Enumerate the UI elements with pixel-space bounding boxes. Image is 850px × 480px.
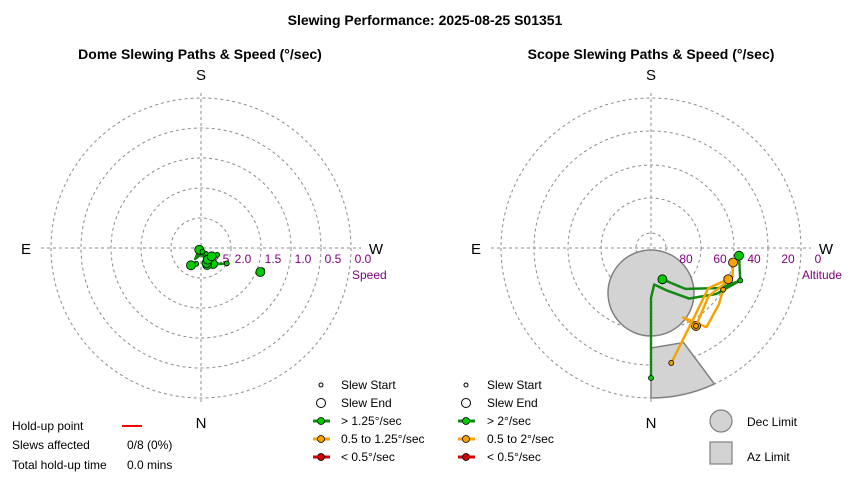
dec-limit-legend-label: Dec Limit (747, 415, 798, 429)
holdup-time-value: 0.0 mins (127, 458, 172, 472)
dome-slew-5-end-point (206, 251, 217, 262)
dome-chart-title: Dome Slewing Paths & Speed (°/sec) (78, 46, 322, 62)
dome-radial-ticks: 2.5 2.0 1.5 1.0 0.5 0.0 (213, 252, 372, 266)
dome-grid-ring (140, 187, 262, 309)
legend-fast-dot (317, 417, 325, 425)
scope-slew-paths (648, 250, 744, 381)
dome-compass-right: W (369, 241, 384, 258)
scope-slew-4-start-point (668, 359, 675, 366)
scope-slew-1-line (661, 278, 742, 291)
dome-legend-fast: > 1.25°/sec (341, 414, 402, 428)
dome-compass-left: E (21, 241, 31, 258)
dome-tick-label: 1.0 (295, 252, 312, 266)
legend-medium-dot (462, 435, 470, 443)
dome-compass-top: S (196, 67, 206, 84)
dome-tick-label: 2.0 (235, 252, 252, 266)
scope-slew-4-end-point (723, 274, 734, 285)
dome-slew-paths (186, 244, 266, 277)
scope-slew-4-line (670, 277, 730, 365)
page-title: Slewing Performance: 2025-08-25 S01351 (288, 12, 563, 28)
dome-radial-axis-label: Speed (352, 268, 387, 282)
dome-legend-medium: 0.5 to 1.25°/sec (341, 432, 425, 446)
scope-tick-label: 0 (815, 252, 822, 266)
dome-grid-ring (170, 217, 232, 279)
az-limit-region (650, 341, 716, 399)
holdup-label: Hold-up point (12, 419, 84, 433)
scope-legend-start: Slew Start (487, 378, 542, 392)
dome-legend: Slew Start Slew End > 1.25°/sec 0.5 to 1… (313, 378, 425, 464)
dome-grid-ring (80, 127, 322, 369)
dome-legend-slow: < 0.5°/sec (341, 450, 395, 464)
dome-legend-start: Slew Start (341, 378, 396, 392)
scope-radial-axis-label: Altitude (802, 268, 842, 282)
dome-legend-end: Slew End (341, 396, 392, 410)
dome-slew-6-end-point (255, 267, 266, 277)
scope-compass-left: E (471, 241, 481, 258)
scope-compass-top: S (646, 67, 656, 84)
scope-legend-slow: < 0.5°/sec (487, 450, 541, 464)
scope-legend: Slew Start Slew End > 2°/sec 0.5 to 2°/s… (458, 378, 798, 465)
scope-radial-ticks: 80 60 40 20 0 (679, 252, 821, 266)
scope-compass-bottom: N (646, 415, 657, 432)
scope-slew-1-start-point (737, 277, 744, 284)
scope-tick-label: 40 (747, 252, 761, 266)
dome-slew-7-end-point (186, 260, 196, 271)
scope-tick-label: 60 (713, 252, 727, 266)
scope-chart-title: Scope Slewing Paths & Speed (°/sec) (528, 46, 775, 62)
dome-slew-0-start-point (223, 260, 230, 267)
az-limit-legend-label: Az Limit (747, 450, 790, 464)
dome-tick-label: 0.5 (325, 252, 342, 266)
scope-panel: Scope Slewing Paths & Speed (°/sec) S N … (471, 46, 842, 432)
slews-affected-value: 0/8 (0%) (127, 438, 172, 452)
scope-legend-fast: > 2°/sec (487, 414, 531, 428)
dome-grid-ring (50, 97, 352, 399)
scope-tick-label: 20 (781, 252, 795, 266)
legend-start-symbol (463, 382, 469, 388)
scope-slew-1-end-point (657, 274, 668, 285)
dome-panel: Dome Slewing Paths & Speed (°/sec) S N E… (21, 46, 387, 432)
scope-legend-medium: 0.5 to 2°/sec (487, 432, 554, 446)
scope-slew-0-start-point (648, 375, 654, 381)
dome-tick-label: 1.5 (265, 252, 282, 266)
legend-slow-dot (317, 453, 325, 461)
scope-compass-right: W (819, 241, 834, 258)
scope-slew-3-start-point (693, 323, 699, 329)
legend-medium-dot (317, 435, 325, 443)
scope-tick-label: 80 (679, 252, 693, 266)
scope-slew-3-line (694, 261, 735, 328)
holdup-stats: Hold-up point Slews affected 0/8 (0%) To… (12, 419, 172, 472)
scope-slew-2-line (682, 288, 725, 329)
scope-slew-3-end-point (728, 257, 738, 268)
slews-affected-label: Slews affected (12, 438, 90, 452)
az-limit-legend-icon (709, 441, 733, 465)
legend-fast-dot (462, 417, 470, 425)
dome-grid-ring (110, 157, 292, 339)
dome-compass-bottom: N (196, 415, 207, 432)
dome-slew-4-start-point (199, 248, 206, 255)
dome-tick-label: 0.0 (355, 252, 372, 266)
scope-slew-2-start-point (720, 286, 727, 293)
legend-start-symbol (318, 382, 324, 388)
legend-slow-dot (462, 453, 470, 461)
holdup-time-label: Total hold-up time (12, 458, 107, 472)
legend-end-symbol (316, 398, 326, 408)
legend-end-symbol (461, 398, 471, 408)
scope-legend-end: Slew End (487, 396, 538, 410)
dec-limit-legend-icon (709, 409, 733, 433)
dome-polar-grid (41, 93, 361, 403)
scope-slew-0-end-point (734, 250, 744, 261)
